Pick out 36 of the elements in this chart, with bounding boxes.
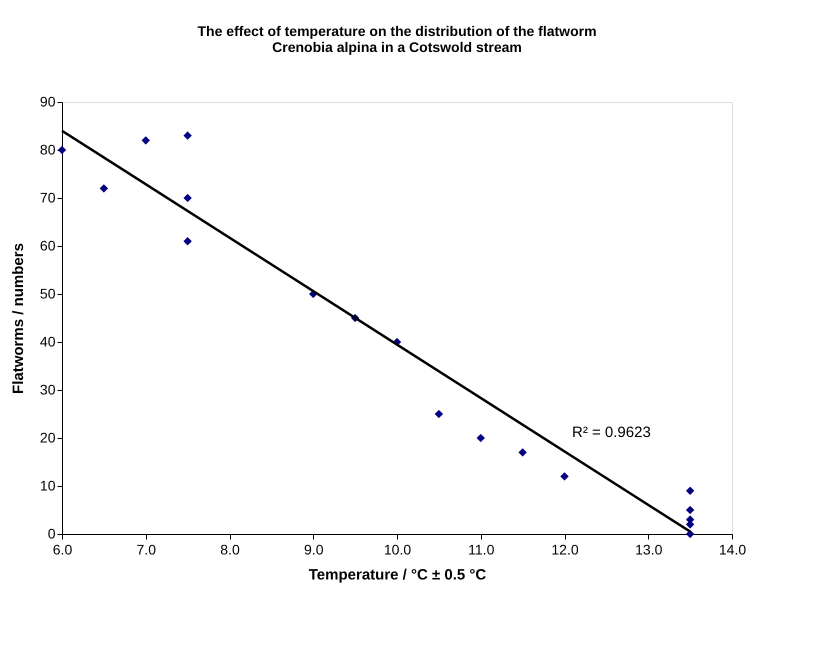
y-tick-label: 60 bbox=[40, 238, 56, 254]
point bbox=[58, 146, 66, 154]
x-tick-label: 13.0 bbox=[635, 542, 663, 558]
x-tick-label: 7.0 bbox=[136, 542, 156, 558]
point bbox=[476, 434, 485, 442]
y-tick-label: 90 bbox=[40, 94, 56, 110]
y-tick-label: 0 bbox=[48, 526, 56, 542]
x-tick-label: 11.0 bbox=[468, 542, 495, 558]
y-axis-title: Flatworms / numbers bbox=[10, 243, 27, 394]
point bbox=[434, 410, 444, 418]
x-tick-label: 12.0 bbox=[551, 542, 579, 558]
x-tick-label: 14.0 bbox=[718, 542, 746, 558]
point bbox=[183, 237, 192, 246]
point bbox=[518, 448, 527, 457]
point bbox=[686, 506, 694, 514]
x-tick-label: 10.0 bbox=[384, 542, 412, 558]
chart-title: The effect of temperature on the distribution of the flatworm Crenobia alpina in a Cotswold stream bbox=[197, 23, 597, 55]
point bbox=[686, 486, 694, 495]
y-tick-label: 40 bbox=[40, 334, 56, 350]
point bbox=[560, 472, 569, 481]
point bbox=[183, 194, 192, 202]
y-tick-label: 80 bbox=[40, 142, 56, 158]
x-tick-label: 8.0 bbox=[220, 542, 240, 558]
y-tick-label: 30 bbox=[40, 382, 56, 398]
x-axis-title: Temperature / °C ± 0.5 °C bbox=[308, 566, 486, 584]
y-tick-label: 20 bbox=[40, 430, 56, 446]
point bbox=[183, 131, 192, 140]
y-tick-label: 70 bbox=[40, 190, 56, 206]
point bbox=[100, 184, 108, 193]
y-tick-label: 50 bbox=[40, 286, 56, 302]
x-tick-label: 9.0 bbox=[304, 542, 324, 558]
annotation: R² = 0.9623 bbox=[572, 424, 651, 441]
point bbox=[686, 530, 694, 538]
y-tick-label: 10 bbox=[40, 478, 56, 494]
x-tick-label: 6.0 bbox=[52, 542, 72, 558]
point bbox=[142, 136, 150, 145]
